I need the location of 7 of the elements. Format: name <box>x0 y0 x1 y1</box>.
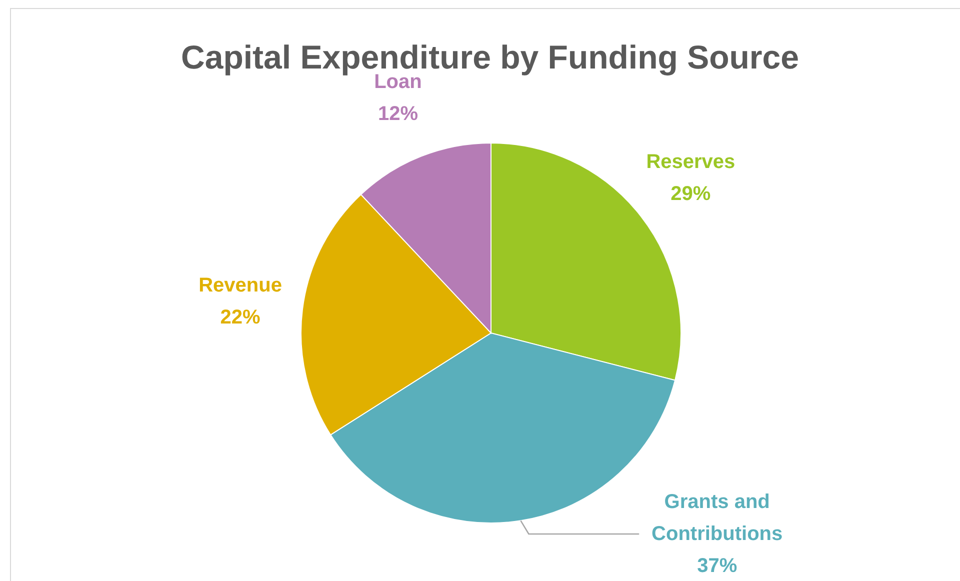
slice-label: Revenue <box>198 274 282 296</box>
slice-label: Reserves <box>646 151 736 174</box>
data-label: 12% <box>378 103 418 126</box>
slice-label: Grants and Contributions <box>652 491 783 545</box>
data-label: 37% <box>697 555 738 577</box>
data-label: 22% <box>220 306 261 328</box>
data-label: 29% <box>670 183 711 206</box>
